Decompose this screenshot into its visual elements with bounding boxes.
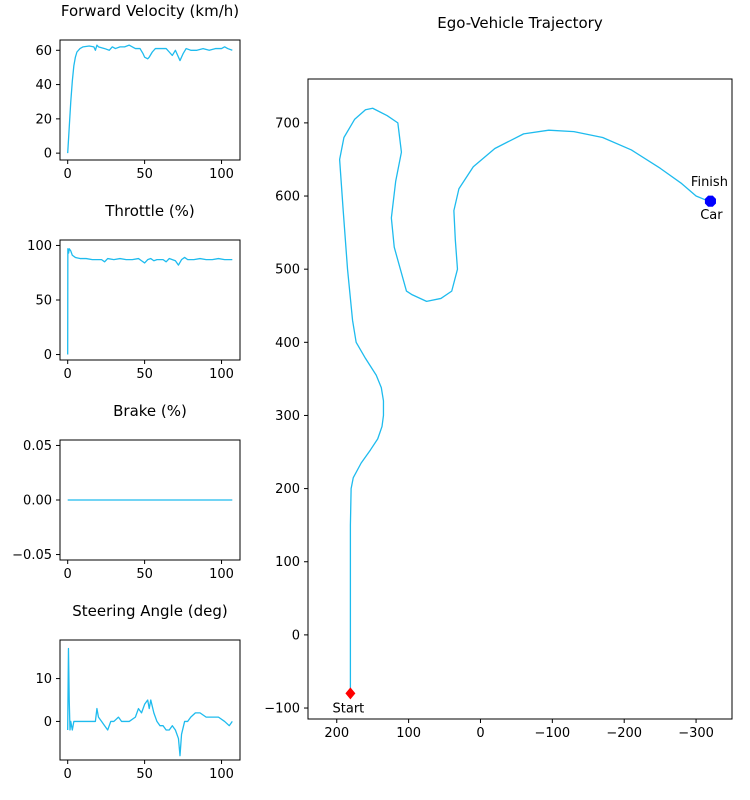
y-tick-label-trajectory: 0 (292, 628, 300, 643)
x-tick-label-trajectory: −100 (534, 726, 570, 741)
x-tick-label-trajectory: −200 (606, 726, 642, 741)
x-tick-label-throttle: 100 (209, 367, 234, 382)
y-tick-label-throttle: 50 (35, 294, 52, 309)
axes-frame-throttle (59, 239, 241, 361)
axes-frame-trajectory (307, 78, 733, 720)
y-tick-label-trajectory: 300 (275, 409, 300, 424)
chart-steering: Steering Angle (deg) 0 50 100 0 10 (35, 602, 241, 782)
y-tick-label-throttle: 100 (27, 239, 52, 254)
chart-title-velocity: Forward Velocity (km/h) (61, 2, 239, 20)
chart-brake: Brake (%) 0 50 100 −0.05 0.00 0.05 (12, 402, 241, 582)
chart-title-throttle: Throttle (%) (104, 202, 195, 220)
y-tick-label-trajectory: 700 (275, 116, 300, 131)
marker-label-car: Car (700, 208, 723, 223)
marker-start (345, 687, 356, 700)
x-tick-label-brake: 0 (64, 567, 72, 582)
y-tick-label-trajectory: 600 (275, 190, 300, 205)
y-tick-label-velocity: 60 (35, 44, 52, 59)
chart-velocity: Forward Velocity (km/h) 0 50 100 0 20 40 60 (35, 2, 241, 182)
chart-throttle: Throttle (%) 0 50 100 0 50 100 (27, 202, 241, 382)
x-tick-label-trajectory: −300 (678, 726, 714, 741)
y-tick-label-trajectory: −100 (264, 702, 300, 717)
marker-label-start: Start (333, 701, 365, 716)
axes-frame-steering (59, 639, 241, 761)
series-line-steering (67, 647, 233, 757)
y-tick-label-velocity: 0 (44, 147, 52, 162)
x-tick-label-velocity: 0 (64, 167, 72, 182)
x-tick-label-steering: 0 (64, 767, 72, 782)
marker-label-finish: Finish (691, 175, 728, 190)
axes-frame-velocity (59, 39, 241, 161)
y-tick-label-trajectory: 100 (275, 555, 300, 570)
y-tick-label-throttle: 0 (44, 348, 52, 363)
marker-car (706, 197, 714, 205)
chart-title-steering: Steering Angle (deg) (72, 602, 227, 620)
x-tick-label-throttle: 50 (136, 367, 153, 382)
chart-title-trajectory: Ego-Vehicle Trajectory (437, 14, 603, 32)
series-line-velocity (67, 44, 233, 154)
x-tick-label-brake: 50 (136, 567, 153, 582)
y-tick-label-brake: 0.05 (23, 439, 52, 454)
x-tick-label-trajectory: 200 (324, 726, 349, 741)
x-tick-label-trajectory: 0 (476, 726, 484, 741)
y-tick-label-brake: 0.00 (23, 494, 52, 509)
x-tick-label-velocity: 100 (209, 167, 234, 182)
y-tick-label-velocity: 40 (35, 78, 52, 93)
y-tick-label-velocity: 20 (35, 112, 52, 127)
chart-trajectory: Ego-Vehicle Trajectory 200 100 0 −100 −200 −30… (264, 14, 733, 741)
x-tick-label-steering: 100 (209, 767, 234, 782)
x-tick-label-steering: 50 (136, 767, 153, 782)
y-tick-label-steering: 10 (35, 672, 52, 687)
x-tick-label-velocity: 50 (136, 167, 153, 182)
x-tick-label-trajectory: 100 (396, 726, 421, 741)
y-tick-label-trajectory: 500 (275, 263, 300, 278)
y-tick-label-trajectory: 400 (275, 336, 300, 351)
x-tick-label-throttle: 0 (64, 367, 72, 382)
y-tick-label-trajectory: 200 (275, 482, 300, 497)
chart-title-brake: Brake (%) (113, 402, 187, 420)
y-tick-label-steering: 0 (44, 715, 52, 730)
series-line-trajectory (338, 107, 713, 694)
series-line-throttle (67, 248, 233, 355)
y-tick-label-brake: −0.05 (12, 548, 52, 563)
x-tick-label-brake: 100 (209, 567, 234, 582)
